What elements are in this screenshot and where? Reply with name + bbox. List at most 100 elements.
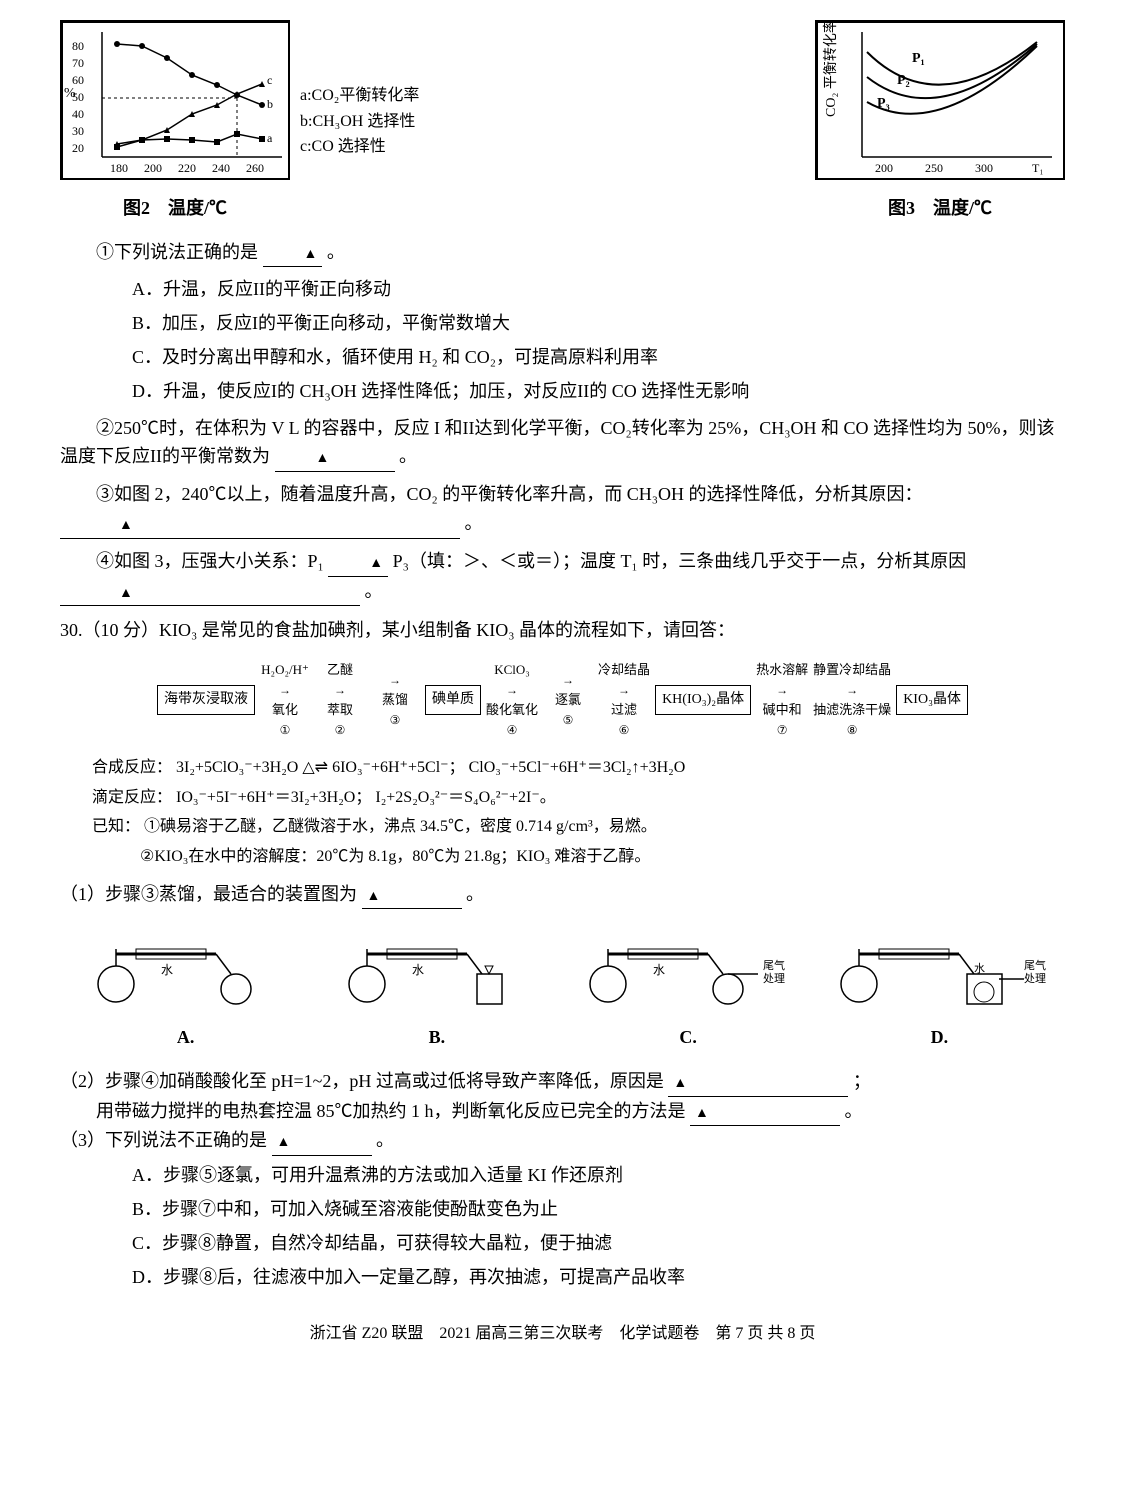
eq-titration: 滴定反应： IO₃⁻+5I⁻+6H⁺＝3I₂+3H₂O； I₂+2S₂O₃²⁻＝… [92, 785, 1065, 811]
sub3-stem: （3）下列说法不正确的是 [60, 1130, 267, 1150]
q4-part2: P₃（填：＞、＜或＝）；温度 T₁ 时，三条曲线几乎交于一点，分析其原因 [393, 551, 967, 571]
period: 。 [365, 581, 383, 601]
svg-text:水: 水 [161, 963, 173, 977]
step6-num: ⑥ [619, 721, 630, 740]
known-label: 已知： [92, 818, 140, 835]
blank-marker: ▲ [316, 451, 330, 466]
sub1-blank: ▲ [362, 880, 462, 910]
step4-bot: 酸化氧化 [486, 700, 538, 721]
sub3-option-d: D．步骤⑧后，往滤液中加入一定量乙醇，再次抽滤，可提高产品收率 [132, 1263, 1065, 1292]
sub2-part1: （2）步骤④加硝酸酸化至 pH=1~2，pH 过高或过低将导致产率降低，原因是 [60, 1071, 664, 1091]
svg-text:300: 300 [975, 161, 993, 175]
step2-top: 乙醚 [327, 660, 353, 681]
step2-num: ② [335, 721, 346, 740]
titration-label: 滴定反应： [92, 789, 172, 806]
legend-c: c:CO 选择性 [300, 134, 419, 160]
q30-stem: 30.（10 分）KIO₃ 是常见的食盐加碘剂，某小组制备 KIO₃ 晶体的流程… [60, 616, 1065, 645]
q1-stem-text: ①下列说法正确的是 [96, 242, 258, 262]
svg-text:40: 40 [72, 107, 84, 121]
apparatus-c-label: C. [679, 1027, 697, 1047]
flow-step-3: → 蒸馏 ③ [370, 671, 420, 730]
chart3-container: CO₂ 平衡转化率 200 250 300 T₁ P₁ P₂ P₃ 图3 温度/… [815, 20, 1065, 223]
svg-text:260: 260 [246, 161, 264, 175]
sub3-option-b: B．步骤⑦中和，可加入烧碱至溶液能使酚酞变色为止 [132, 1195, 1065, 1224]
chart3-svg: CO₂ 平衡转化率 200 250 300 T₁ P₁ P₂ P₃ [815, 20, 1065, 180]
svg-text:b: b [267, 97, 273, 111]
blank-marker: ▲ [369, 556, 383, 571]
svg-text:处理: 处理 [1024, 972, 1046, 985]
flow-step-8: 静置冷却结晶 → 抽滤洗涤干燥 ⑧ [813, 660, 891, 740]
flow-box-3: KIO₃晶体 [896, 685, 968, 715]
sub3-option-a: A．步骤⑤逐氯，可用升温煮沸的方法或加入适量 KI 作还原剂 [132, 1161, 1065, 1190]
svg-text:a: a [267, 131, 273, 145]
svg-text:P₂: P₂ [897, 73, 910, 88]
chart2-legend: a:CO₂平衡转化率 b:CH₃OH 选择性 c:CO 选择性 [300, 83, 419, 160]
eq-known: 已知： ①碘易溶于乙醚，乙醚微溶于水，沸点 34.5℃，密度 0.714 g/c… [92, 814, 1065, 840]
svg-text:P₁: P₁ [912, 51, 925, 66]
svg-text:180: 180 [110, 161, 128, 175]
legend-a: a:CO₂平衡转化率 [300, 83, 419, 109]
step7-num: ⑦ [777, 721, 788, 740]
q4-text: ④如图 3，压强大小关系：P₁ ▲ P₃（填：＞、＜或＝）；温度 T₁ 时，三条… [60, 547, 1065, 607]
q1-option-d: D．升温，使反应I的 CH₃OH 选择性降低；加压，对反应II的 CO 选择性无… [132, 377, 1065, 406]
q1-option-a: A．升温，反应II的平衡正向移动 [132, 275, 1065, 304]
q1-blank: ▲ [263, 238, 323, 268]
titration-eq: IO₃⁻+5I⁻+6H⁺＝3I₂+3H₂O； I₂+2S₂O₃²⁻＝S₄O₆²⁻… [176, 789, 556, 806]
known1: ①碘易溶于乙醚，乙醚微溶于水，沸点 34.5℃，密度 0.714 g/cm³，易… [144, 818, 657, 835]
svg-text:60: 60 [72, 73, 84, 87]
apparatus-c-svg: 尾气 处理 水 [578, 924, 798, 1014]
semicolon: ； [853, 1071, 871, 1091]
step6-bot: 过滤 [611, 700, 637, 721]
flow-step-7: 热水溶解 → 碱中和 ⑦ [756, 660, 808, 740]
synthesis-label: 合成反应： [92, 759, 172, 776]
apparatus-d: 水 尾气 处理 D. [829, 924, 1049, 1052]
svg-text:80: 80 [72, 39, 84, 53]
step2-bot: 萃取 [327, 700, 353, 721]
period: 。 [399, 446, 417, 466]
flowchart: 海带灰浸取液 H₂O₂/H⁺ → 氧化 ① 乙醚 → 萃取 ② → 蒸馏 ③ 碘… [60, 660, 1065, 740]
apparatus-d-label: D. [931, 1027, 949, 1047]
q2-blank: ▲ [275, 442, 395, 472]
q4-part1: ④如图 3，压强大小关系：P₁ [96, 551, 324, 571]
step5-bot: 逐氯 [555, 690, 581, 711]
svg-text:处理: 处理 [763, 972, 785, 985]
step5-num: ⑤ [563, 711, 574, 730]
svg-text:%: % [64, 86, 76, 101]
flow-box-1: 碘单质 [425, 685, 481, 715]
step1-top: H₂O₂/H⁺ [261, 660, 309, 681]
svg-text:水: 水 [653, 963, 665, 977]
svg-text:尾气: 尾气 [1024, 958, 1046, 972]
chart2-caption-text: 图2 [123, 198, 150, 218]
sub2-line2: 用带磁力搅拌的电热套控温 85℃加热约 1 h，判断氧化反应已完全的方法是 ▲ … [96, 1097, 1065, 1127]
chart2-caption: 图2 温度/℃ [60, 194, 290, 223]
chart3-caption-text: 图3 [888, 198, 915, 218]
sub3-option-c: C．步骤⑧静置，自然冷却结晶，可获得较大晶粒，便于抽滤 [132, 1229, 1065, 1258]
q3-stem: ③如图 2，240℃以上，随着温度升高，CO₂ 的平衡转化率升高，而 CH₃OH… [96, 484, 923, 504]
svg-text:水: 水 [974, 962, 985, 975]
step4-top: KClO₃ [494, 660, 530, 681]
apparatus-b: 水 B. [327, 924, 547, 1052]
step4-num: ④ [507, 721, 518, 740]
chart3-xlabel: 温度/℃ [933, 198, 992, 218]
svg-text:70: 70 [72, 56, 84, 70]
blank-marker: ▲ [119, 586, 133, 601]
q3-text: ③如图 2，240℃以上，随着温度升高，CO₂ 的平衡转化率升高，而 CH₃OH… [60, 480, 1065, 539]
sub1: （1）步骤③蒸馏，最适合的装置图为 ▲ 。 [60, 880, 1065, 910]
charts-row: 20 30 40 50 60 70 80 % 180 200 220 240 2… [60, 20, 1065, 223]
apparatus-b-svg: 水 [337, 924, 537, 1014]
blank-marker: ▲ [673, 1076, 687, 1091]
sub1-text: （1）步骤③蒸馏，最适合的装置图为 [60, 884, 357, 904]
apparatus-a: 水 A. [76, 924, 296, 1052]
flow-step-2: 乙醚 → 萃取 ② [315, 660, 365, 740]
svg-text:250: 250 [925, 161, 943, 175]
q2-text: ②250℃时，在体积为 V L 的容器中，反应 I 和II达到化学平衡，CO₂转… [60, 414, 1065, 473]
period: 。 [327, 242, 345, 262]
svg-text:20: 20 [72, 141, 84, 155]
step7-bot: 碱中和 [763, 700, 802, 721]
svg-text:T₁: T₁ [1032, 161, 1044, 175]
flow-step-1: H₂O₂/H⁺ → 氧化 ① [260, 660, 310, 740]
step8-top: 静置冷却结晶 [813, 660, 891, 681]
page-footer: 浙江省 Z20 联盟 2021 届高三第三次联考 化学试题卷 第 7 页 共 8… [60, 1321, 1065, 1347]
flow-step-4: KClO₃ → 酸化氧化 ④ [486, 660, 538, 740]
q1-option-b: B．加压，反应I的平衡正向移动，平衡常数增大 [132, 309, 1065, 338]
